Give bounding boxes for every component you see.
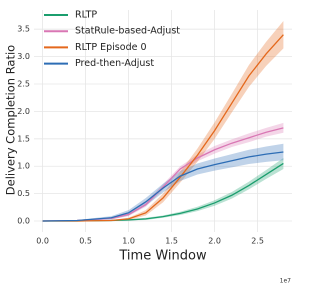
y-tick-label: 1.5 xyxy=(17,134,30,143)
error-band xyxy=(42,122,284,222)
legend-label: RLTP Episode 0 xyxy=(75,42,147,53)
error-band xyxy=(42,143,284,222)
x-offset-label: 1e7 xyxy=(280,278,292,285)
legend-label: Pred-then-Adjust xyxy=(75,58,154,69)
x-axis-label: Time Window xyxy=(118,249,207,264)
x-tick-label: 2.0 xyxy=(208,237,221,246)
x-tick-label: 0.0 xyxy=(36,237,49,246)
legend-label: RLTP xyxy=(75,10,97,21)
legend-label: StatRule-based-Adjust xyxy=(75,26,180,37)
y-tick-label: 0.5 xyxy=(17,189,30,198)
x-tick-label: 1.0 xyxy=(122,237,135,246)
y-tick-label: 2.5 xyxy=(17,80,30,89)
x-tick-label: 2.5 xyxy=(251,237,264,246)
line xyxy=(42,34,284,222)
x-tick-label: 0.5 xyxy=(79,237,92,246)
y-tick-label: 3.5 xyxy=(17,25,30,34)
y-tick-label: 1.0 xyxy=(17,162,30,171)
chart: Time Window Delivery Completion Ratio 1e… xyxy=(4,10,292,285)
line xyxy=(42,151,284,222)
y-axis-label: Delivery Completion Ratio xyxy=(4,45,18,195)
x-tick-label: 1.5 xyxy=(165,237,178,246)
y-tick-label: 3.0 xyxy=(17,52,30,61)
y-tick-label: 0.0 xyxy=(17,217,30,226)
y-tick-label: 2.0 xyxy=(17,107,30,116)
